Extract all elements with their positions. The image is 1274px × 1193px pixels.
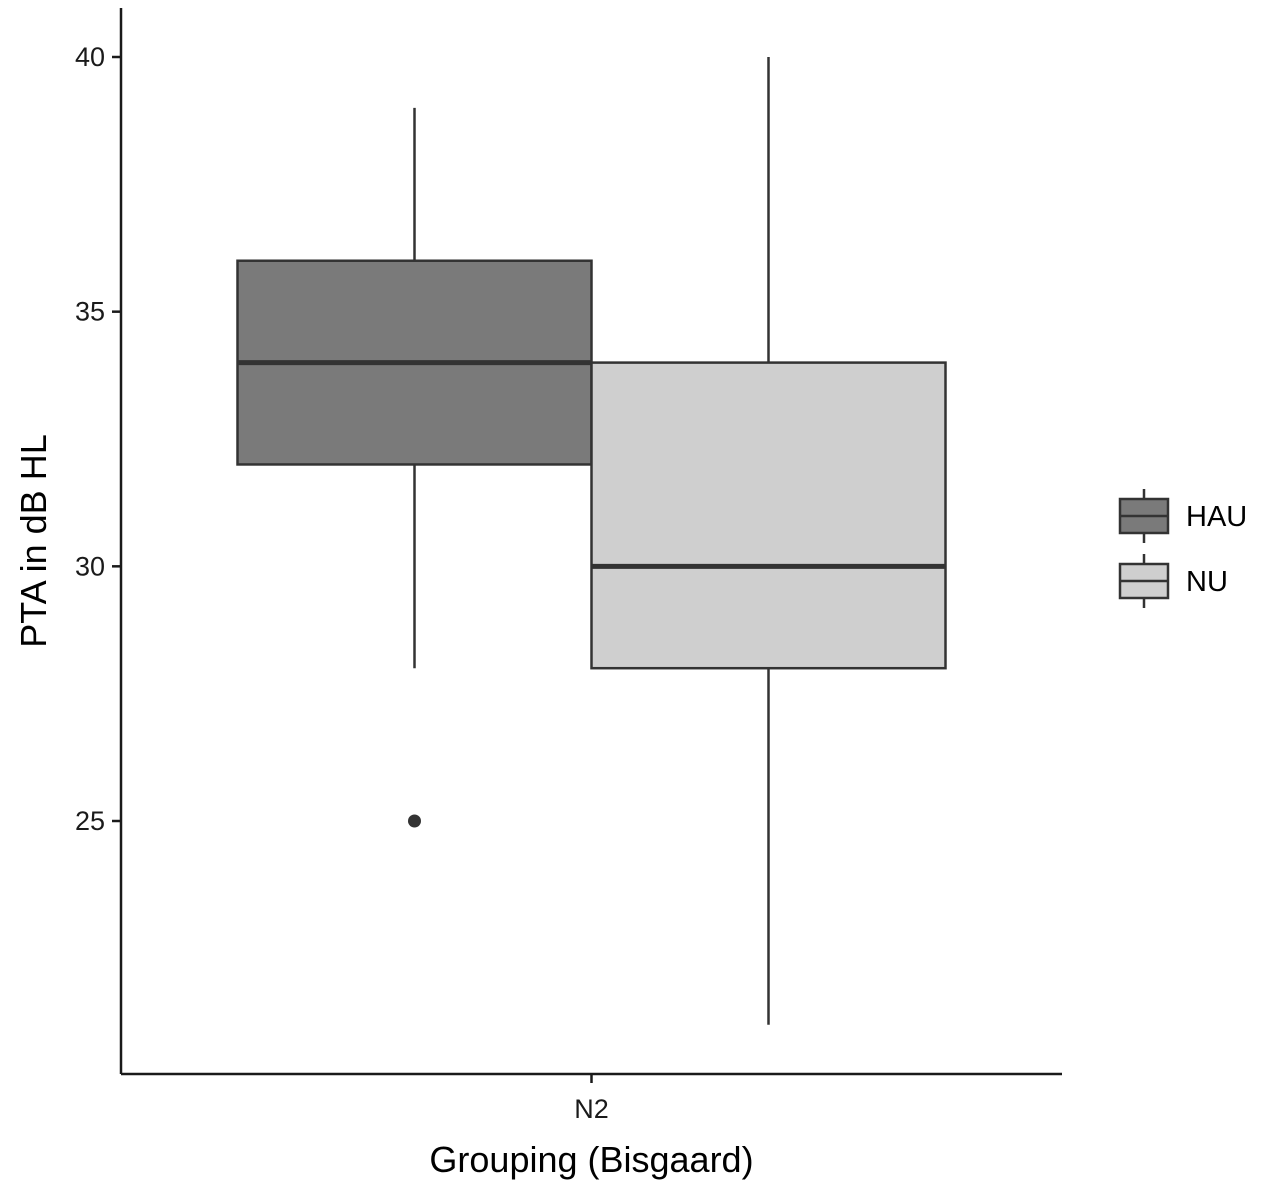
y-tick-label: 30 [75,551,105,581]
legend-label: HAU [1186,501,1247,533]
legend: HAU NU [1118,489,1247,608]
legend-item-hau: HAU [1118,489,1247,543]
x-tick-label: N2 [574,1094,609,1124]
boxplot-series [236,57,947,1025]
legend-label: NU [1186,566,1228,598]
y-axis-ticks: 25 30 35 40 [75,42,121,836]
box-nu [590,57,947,1025]
y-tick-label: 40 [75,42,105,72]
y-tick-label: 25 [75,806,105,836]
outlier-point [408,814,421,828]
box-hau [236,107,593,828]
y-axis-title: PTA in dB HL [13,434,54,647]
x-axis-ticks: N2 [574,1074,609,1124]
y-tick-label: 35 [75,297,105,327]
legend-item-nu: NU [1118,554,1228,608]
iqr-box [590,361,947,670]
x-axis-title: Grouping (Bisgaard) [429,1139,753,1180]
